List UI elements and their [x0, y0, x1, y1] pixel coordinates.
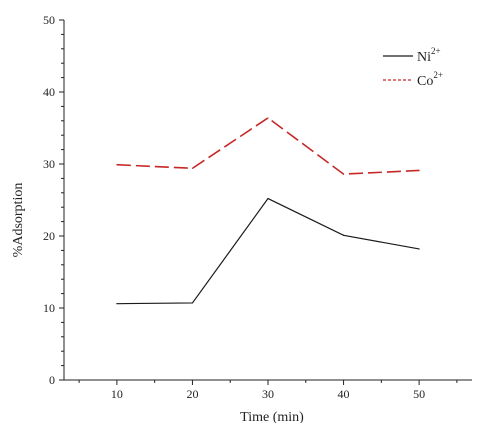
x-axis-title: Time (min) — [240, 410, 304, 423]
legend: Ni2+ Co2+ — [383, 46, 443, 89]
x-tick-label: 10 — [111, 387, 123, 401]
data-point-ni — [418, 248, 420, 250]
y-tick-label: 30 — [43, 157, 55, 171]
legend-label-ni: Ni2+ — [417, 46, 441, 65]
data-point-co — [418, 169, 420, 172]
data-point-ni — [116, 303, 118, 305]
series-line-co — [116, 116, 420, 175]
data-point-co — [191, 167, 194, 169]
y-tick-label: 40 — [43, 85, 55, 99]
data-point-ni — [191, 302, 194, 304]
legend-label-co: Co2+ — [417, 70, 443, 89]
y-axis-title: %Adsorption — [11, 183, 26, 258]
data-point-co — [116, 164, 118, 166]
axes: 0 10 20 30 40 50 10 20 30 40 50 — [43, 13, 472, 401]
series-layer — [116, 116, 420, 305]
series-line-ni — [116, 197, 420, 305]
x-tick-label: 30 — [262, 387, 274, 401]
data-point-co — [342, 173, 345, 175]
x-tick-label: 20 — [186, 387, 198, 401]
x-tick-label: 50 — [413, 387, 425, 401]
y-tick-label: 0 — [49, 373, 55, 387]
x-tick-label: 40 — [338, 387, 350, 401]
data-point-ni — [267, 197, 269, 200]
y-tick-label: 10 — [43, 301, 55, 315]
data-point-co — [267, 117, 269, 119]
y-tick-label: 20 — [43, 229, 55, 243]
data-point-ni — [342, 234, 345, 236]
y-tick-label: 50 — [43, 13, 55, 27]
